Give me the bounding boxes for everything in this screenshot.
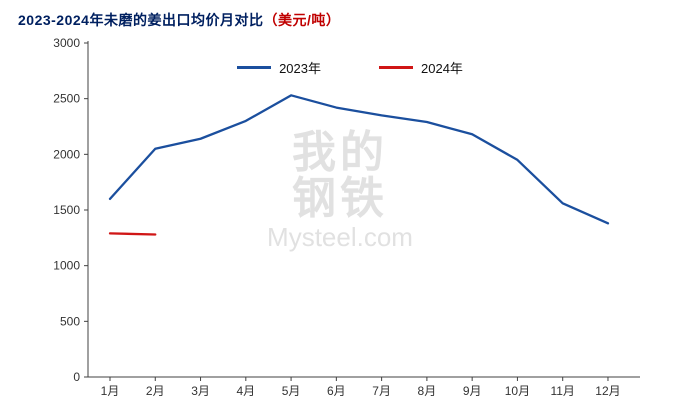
x-axis-label: 7月 (372, 384, 391, 398)
x-axis-label: 2月 (146, 384, 165, 398)
legend-item-2023: 2023年 (237, 58, 321, 77)
x-axis-label: 8月 (418, 384, 437, 398)
legend-label-2024: 2024年 (421, 61, 463, 76)
chart-title: 2023-2024年未磨的姜出口均价月对比（美元/吨） (18, 10, 340, 30)
series-line-2023年 (108, 94, 610, 225)
x-axis-label: 9月 (463, 384, 482, 398)
y-axis-label: 0 (73, 370, 80, 384)
y-axis-label: 1000 (53, 259, 80, 273)
x-axis-label: 6月 (327, 384, 346, 398)
y-axis-label: 3000 (53, 36, 80, 50)
chart-title-text: 2023-2024年未磨的姜出口均价月对比 (18, 12, 264, 28)
y-axis-label: 2500 (53, 92, 80, 106)
x-axis-label: 4月 (236, 384, 255, 398)
x-axis-label: 5月 (282, 384, 301, 398)
legend-line-2024 (379, 66, 413, 69)
legend-label-2023: 2023年 (279, 61, 321, 76)
x-axis-label: 10月 (505, 384, 530, 398)
chart-title-unit: （美元/吨） (263, 12, 341, 28)
legend: 2023年 2024年 (0, 58, 700, 77)
y-axis-label: 1500 (53, 203, 80, 217)
series-line-2024年 (108, 232, 157, 236)
legend-line-2023 (237, 66, 272, 69)
y-axis-label: 500 (60, 314, 80, 328)
x-axis-label: 12月 (595, 384, 620, 398)
x-axis-label: 3月 (191, 384, 210, 398)
legend-item-2024: 2024年 (379, 58, 463, 77)
y-axis-label: 2000 (53, 147, 80, 161)
x-axis-label: 1月 (101, 384, 120, 398)
x-axis-label: 11月 (550, 384, 574, 398)
